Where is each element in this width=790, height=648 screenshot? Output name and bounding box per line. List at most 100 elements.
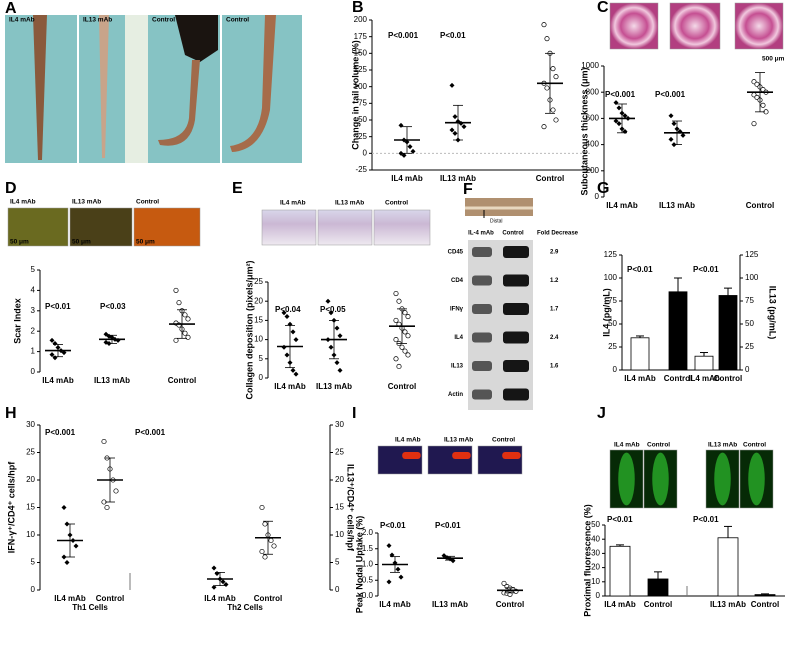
y-tick-label: 800 <box>586 87 600 96</box>
image-label: IL13 mAb <box>708 442 737 449</box>
y-tick-label: 30 <box>591 549 600 558</box>
point <box>616 105 622 111</box>
point <box>544 85 550 91</box>
y-tick-label: 40 <box>591 534 600 543</box>
point <box>113 488 119 494</box>
y-tick-label: 0.0 <box>362 591 374 600</box>
image-label: IL4 mAb <box>614 442 640 449</box>
band <box>503 331 529 344</box>
x-tick-label: IL13 mAb <box>94 376 130 385</box>
panel-letter: C <box>597 0 609 16</box>
point <box>259 504 265 511</box>
tail <box>33 15 47 160</box>
group-label: Th2 Cells <box>227 603 263 612</box>
point <box>452 114 458 120</box>
y-tick-label: 10 <box>254 335 263 344</box>
point <box>401 152 407 158</box>
x-tick-label: IL4 mAb <box>624 374 656 383</box>
y-tick-label: 175 <box>354 32 368 41</box>
y-tick-label: 3 <box>31 306 36 315</box>
y2-tick-label: 25 <box>745 342 754 351</box>
y-axis-label: IFN-γ⁺/CD4⁺ cells/hpf <box>6 461 16 554</box>
photo <box>261 209 317 246</box>
point <box>271 543 277 549</box>
scale-label: 50 μm <box>136 239 155 246</box>
fold-value: 1.6 <box>550 364 559 370</box>
band <box>472 332 492 343</box>
point <box>259 548 265 555</box>
image-label: IL4 mAb <box>395 437 421 444</box>
annotation: P<0.01 <box>627 265 653 274</box>
panel-letter: I <box>352 405 356 422</box>
point <box>616 121 622 127</box>
point <box>461 124 467 130</box>
point <box>550 66 556 72</box>
point <box>185 316 191 322</box>
y2-axis-label: IL13⁺/CD4⁺ cells/hpf <box>346 464 356 552</box>
point <box>220 579 226 585</box>
x-tick-label: IL4 mAb <box>274 382 306 391</box>
point <box>396 363 402 370</box>
photo <box>477 445 523 475</box>
point <box>544 36 550 42</box>
y-tick-label: 0 <box>613 365 618 374</box>
panel-letter: A <box>5 0 17 17</box>
point <box>410 148 416 154</box>
point <box>337 367 343 373</box>
annotation: P<0.001 <box>605 90 636 99</box>
y-tick-label: 25 <box>26 448 35 457</box>
y-tick-label: 1000 <box>581 61 599 70</box>
point <box>104 504 110 511</box>
y-tick-label: 0 <box>31 367 36 376</box>
y-axis-label: Subcutaneous thickness (μm) <box>579 67 589 195</box>
point <box>262 521 268 527</box>
x-tick-label: IL4 mAb <box>688 374 720 383</box>
image-label: Control <box>385 200 408 207</box>
x-tick-label: Control <box>96 594 124 603</box>
x-tick-label: IL4 mAb <box>204 594 236 603</box>
y-tick-label: 0 <box>595 192 600 201</box>
x-tick-label: Control <box>168 376 196 385</box>
y-tick-label: 15 <box>254 316 263 325</box>
bar <box>609 545 631 597</box>
western-blot <box>465 198 533 410</box>
point <box>173 287 179 293</box>
y-tick-label: 5 <box>31 558 36 567</box>
photo-gap <box>125 15 148 163</box>
point <box>52 355 58 361</box>
y-tick-label: 400 <box>586 140 600 149</box>
image-label: IL4 mAb <box>9 17 35 24</box>
scale-label: 500 μm <box>762 56 785 63</box>
annotation: P<0.001 <box>45 428 76 437</box>
point <box>405 352 411 358</box>
point <box>182 330 188 336</box>
image-label: Control <box>647 442 670 449</box>
panel-letter: D <box>5 180 17 197</box>
photo <box>69 207 133 247</box>
y2-tick-label: 5 <box>335 558 340 567</box>
annotation: P<0.04 <box>275 305 301 314</box>
x-tick-label: Control <box>496 600 524 609</box>
y-tick-label: 5 <box>259 354 264 363</box>
y-tick-label: 100 <box>354 82 368 91</box>
annotation: P<0.01 <box>693 515 719 524</box>
y-tick-label: 75 <box>358 98 367 107</box>
row-label: Actin <box>448 392 463 398</box>
band <box>503 388 529 401</box>
y-tick-label: 15 <box>26 503 35 512</box>
image-label: IL4 mAb <box>10 199 36 206</box>
fold-value: 2.9 <box>550 250 559 256</box>
x-tick-label: IL4 mAb <box>391 174 423 183</box>
point <box>268 537 274 544</box>
bar <box>754 594 776 597</box>
point <box>334 360 340 366</box>
point <box>541 124 547 130</box>
photo <box>7 207 69 247</box>
x-tick-label: Control <box>664 374 692 383</box>
x-tick-label: IL4 mAb <box>606 201 638 210</box>
point <box>284 352 290 358</box>
point <box>449 82 455 88</box>
point <box>61 554 67 560</box>
y2-tick-label: 75 <box>745 296 754 305</box>
y-tick-label: 25 <box>254 277 263 286</box>
